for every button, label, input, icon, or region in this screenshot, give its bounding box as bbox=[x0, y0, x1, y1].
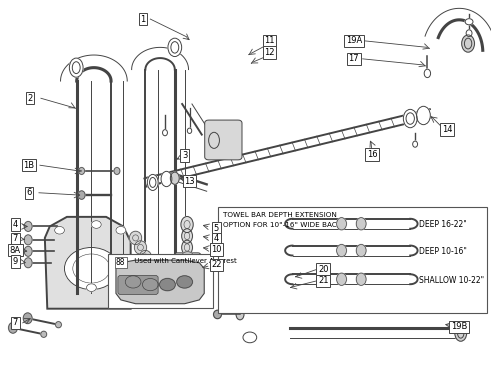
Text: TOWEL BAR DEPTH EXTENSION: TOWEL BAR DEPTH EXTENSION bbox=[223, 212, 336, 218]
Text: 7: 7 bbox=[12, 234, 18, 243]
Ellipse shape bbox=[236, 309, 244, 320]
Ellipse shape bbox=[336, 273, 346, 285]
Circle shape bbox=[116, 227, 126, 234]
Circle shape bbox=[86, 284, 97, 291]
Polygon shape bbox=[45, 217, 130, 309]
Polygon shape bbox=[116, 260, 204, 304]
Ellipse shape bbox=[181, 217, 193, 233]
Ellipse shape bbox=[24, 313, 32, 324]
Text: 14: 14 bbox=[442, 125, 452, 134]
Text: 88: 88 bbox=[116, 258, 126, 267]
Ellipse shape bbox=[78, 191, 85, 199]
Text: 2: 2 bbox=[28, 94, 32, 103]
Text: 4: 4 bbox=[13, 220, 18, 229]
Text: OPTION FOR 10"-16" WIDE BACKS: OPTION FOR 10"-16" WIDE BACKS bbox=[223, 222, 346, 228]
Ellipse shape bbox=[182, 229, 192, 243]
Ellipse shape bbox=[148, 174, 158, 190]
Text: 7: 7 bbox=[12, 318, 18, 327]
Ellipse shape bbox=[336, 245, 346, 257]
Ellipse shape bbox=[182, 276, 193, 283]
Text: Used with Cantilever Armrest: Used with Cantilever Armrest bbox=[132, 258, 237, 264]
Ellipse shape bbox=[70, 58, 83, 77]
Circle shape bbox=[160, 278, 176, 291]
Text: 4: 4 bbox=[214, 234, 219, 243]
Ellipse shape bbox=[182, 252, 193, 258]
Ellipse shape bbox=[182, 240, 192, 255]
Text: 13: 13 bbox=[184, 177, 195, 186]
Ellipse shape bbox=[466, 30, 472, 36]
Text: 6: 6 bbox=[26, 188, 32, 197]
Ellipse shape bbox=[412, 141, 418, 147]
Text: SHALLOW 10-22": SHALLOW 10-22" bbox=[419, 275, 484, 285]
Text: 16: 16 bbox=[366, 150, 378, 159]
Ellipse shape bbox=[8, 323, 18, 333]
Ellipse shape bbox=[139, 250, 151, 264]
Ellipse shape bbox=[170, 172, 179, 184]
Circle shape bbox=[177, 276, 192, 288]
Ellipse shape bbox=[424, 69, 430, 78]
Ellipse shape bbox=[41, 331, 46, 337]
Ellipse shape bbox=[336, 218, 346, 230]
Text: 3: 3 bbox=[182, 151, 188, 160]
Circle shape bbox=[465, 19, 473, 25]
FancyBboxPatch shape bbox=[118, 275, 158, 295]
Text: 9: 9 bbox=[13, 257, 18, 266]
Text: 5: 5 bbox=[214, 224, 219, 233]
Ellipse shape bbox=[416, 106, 430, 125]
Ellipse shape bbox=[24, 235, 32, 245]
Text: 1: 1 bbox=[140, 15, 145, 23]
Ellipse shape bbox=[56, 322, 62, 328]
Text: DEEP 16-22": DEEP 16-22" bbox=[419, 220, 467, 229]
Text: 22: 22 bbox=[211, 260, 222, 269]
Text: 8A: 8A bbox=[10, 246, 21, 255]
Ellipse shape bbox=[161, 171, 172, 187]
Text: 17: 17 bbox=[348, 55, 359, 63]
Circle shape bbox=[243, 332, 256, 343]
FancyBboxPatch shape bbox=[108, 254, 212, 308]
Circle shape bbox=[64, 247, 118, 290]
Text: 1B: 1B bbox=[24, 161, 34, 170]
Text: 10: 10 bbox=[211, 245, 222, 254]
Ellipse shape bbox=[208, 132, 220, 148]
Ellipse shape bbox=[144, 260, 156, 273]
Ellipse shape bbox=[455, 325, 466, 341]
Ellipse shape bbox=[168, 38, 181, 56]
Ellipse shape bbox=[162, 130, 168, 136]
Ellipse shape bbox=[24, 258, 32, 268]
Ellipse shape bbox=[24, 222, 32, 232]
Ellipse shape bbox=[462, 35, 474, 52]
Ellipse shape bbox=[356, 245, 366, 257]
Text: 12: 12 bbox=[264, 48, 274, 57]
Ellipse shape bbox=[78, 167, 84, 174]
Circle shape bbox=[92, 221, 101, 228]
Ellipse shape bbox=[130, 231, 141, 245]
FancyBboxPatch shape bbox=[174, 253, 201, 282]
Text: 19A: 19A bbox=[346, 36, 362, 45]
Ellipse shape bbox=[134, 241, 146, 254]
Ellipse shape bbox=[114, 167, 120, 174]
Text: 19B: 19B bbox=[451, 322, 468, 331]
Ellipse shape bbox=[356, 273, 366, 285]
Text: 20: 20 bbox=[318, 265, 328, 274]
FancyBboxPatch shape bbox=[204, 120, 242, 160]
Ellipse shape bbox=[356, 218, 366, 230]
Ellipse shape bbox=[188, 128, 192, 134]
Ellipse shape bbox=[214, 310, 222, 319]
Circle shape bbox=[142, 278, 158, 291]
FancyBboxPatch shape bbox=[218, 207, 487, 313]
Circle shape bbox=[126, 276, 141, 288]
Circle shape bbox=[54, 227, 64, 234]
Ellipse shape bbox=[404, 109, 417, 128]
Circle shape bbox=[116, 278, 126, 286]
Text: 11: 11 bbox=[264, 36, 274, 45]
Text: DEEP 10-16": DEEP 10-16" bbox=[419, 247, 467, 256]
Text: 21: 21 bbox=[318, 276, 328, 285]
Ellipse shape bbox=[24, 246, 32, 256]
